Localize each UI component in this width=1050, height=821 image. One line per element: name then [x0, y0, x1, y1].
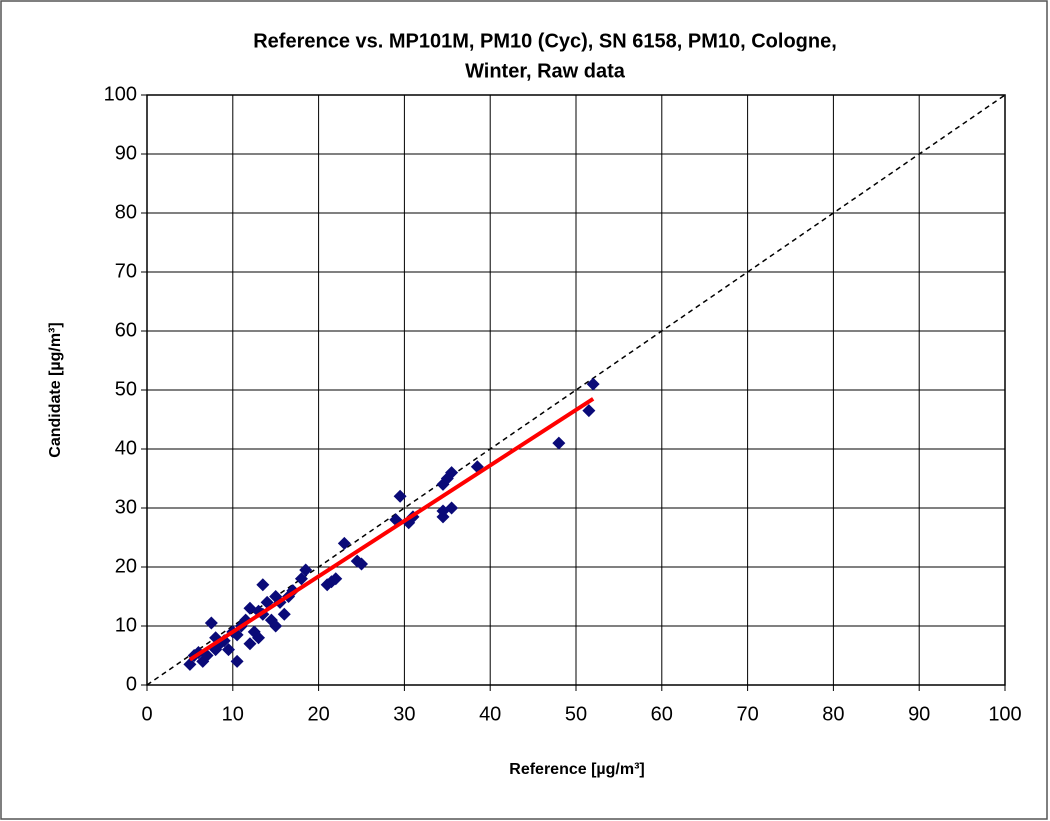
- point: [582, 404, 596, 418]
- point: [256, 578, 270, 592]
- x-tick-label: 0: [141, 703, 152, 725]
- point: [252, 631, 266, 645]
- point: [243, 637, 257, 651]
- x-tick-label: 20: [307, 703, 329, 725]
- point: [552, 436, 566, 450]
- x-axis-label: Reference [µg/m³]: [509, 761, 644, 778]
- point: [445, 466, 459, 480]
- y-tick-label: 20: [115, 555, 137, 577]
- x-tick-label: 40: [479, 703, 501, 725]
- point: [445, 501, 459, 515]
- point: [355, 557, 368, 571]
- point: [393, 489, 407, 503]
- y-tick-label: 70: [115, 260, 137, 282]
- y-tick-label: 100: [104, 83, 137, 105]
- y-tick-label: 10: [115, 614, 137, 636]
- y-tick-label: 90: [115, 142, 137, 164]
- y-axis-label: Candidate [µg/m³]: [47, 322, 64, 457]
- y-tick-label: 50: [115, 378, 137, 400]
- x-tick-label: 60: [651, 703, 673, 725]
- point: [204, 616, 218, 630]
- y-tick-label: 80: [115, 201, 137, 223]
- point: [183, 657, 197, 671]
- point: [299, 563, 313, 577]
- point: [230, 654, 244, 668]
- point: [269, 619, 283, 633]
- x-tick-label: 80: [822, 703, 844, 725]
- identity-line: [146, 94, 1006, 686]
- regression-line: [188, 397, 595, 662]
- y-tick-label: 30: [115, 496, 137, 518]
- point: [337, 536, 351, 550]
- y-tick-label: 60: [115, 319, 137, 341]
- x-tick-label: 70: [736, 703, 758, 725]
- point: [277, 607, 291, 621]
- x-tick-label: 30: [393, 703, 415, 725]
- y-tick-label: 40: [115, 437, 137, 459]
- point: [586, 377, 600, 391]
- chart-title: Reference vs. MP101M, PM10 (Cyc), SN 615…: [253, 30, 837, 52]
- x-tick-label: 10: [222, 703, 244, 725]
- y-tick-label: 0: [126, 673, 137, 695]
- x-tick-label: 50: [565, 703, 587, 725]
- x-tick-label: 100: [988, 703, 1021, 725]
- point: [294, 572, 308, 586]
- x-tick-label: 90: [908, 703, 930, 725]
- point: [222, 643, 236, 657]
- chart-title: Winter, Raw data: [465, 60, 626, 82]
- point: [329, 572, 343, 586]
